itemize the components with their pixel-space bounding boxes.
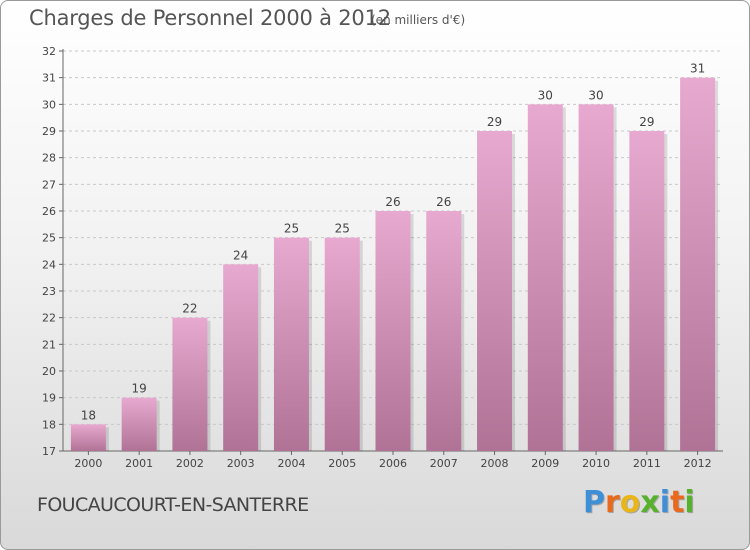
x-tick-label: 2009 <box>531 457 559 470</box>
bar <box>324 237 360 451</box>
value-label: 25 <box>284 222 299 236</box>
y-tick-label: 22 <box>42 312 56 325</box>
y-tick-label: 30 <box>42 98 56 111</box>
bar <box>375 211 411 451</box>
value-labels: 18 19 22 24 25 25 26 26 29 30 30 29 31 <box>81 62 706 423</box>
value-label: 30 <box>538 88 553 102</box>
x-tick-label: 2010 <box>582 457 610 470</box>
y-tick-label: 21 <box>42 338 56 351</box>
x-tick-label: 2012 <box>684 457 712 470</box>
value-label: 30 <box>588 88 603 102</box>
logo-letter: P <box>583 485 605 520</box>
y-tick-label: 19 <box>42 392 56 405</box>
y-tick-label: 28 <box>42 152 56 165</box>
value-label: 26 <box>436 195 451 209</box>
bar <box>223 264 259 451</box>
x-tick-label: 2008 <box>481 457 509 470</box>
bar <box>70 424 106 451</box>
x-tick-label: 2002 <box>176 457 204 470</box>
logo-letter: r <box>605 485 620 520</box>
x-tick-label: 2003 <box>227 457 255 470</box>
logo-letter: t <box>670 485 685 520</box>
x-tick-label: 2011 <box>633 457 661 470</box>
y-tick-label: 24 <box>42 258 56 271</box>
value-label: 29 <box>639 115 654 129</box>
bar <box>121 397 157 451</box>
logo-letter: o <box>619 485 641 520</box>
bar <box>527 104 563 451</box>
logo-letter: i <box>684 485 695 520</box>
bars <box>70 77 719 452</box>
axes: 17 18 19 20 21 22 23 24 25 26 27 28 29 30 31 32 2000 2001… <box>42 45 723 470</box>
bar <box>172 317 208 451</box>
city-name: FOUCAUCOURT-EN-SANTERRE <box>37 494 309 516</box>
value-label: 26 <box>385 195 400 209</box>
value-label: 25 <box>335 222 350 236</box>
value-label: 24 <box>233 248 248 262</box>
value-label: 31 <box>690 62 705 76</box>
value-label: 18 <box>81 408 96 422</box>
bar <box>680 77 716 452</box>
y-tick-label: 25 <box>42 232 56 245</box>
y-tick-label: 26 <box>42 205 56 218</box>
logo-letter: i <box>659 485 671 520</box>
y-tick-label: 29 <box>42 125 56 138</box>
y-tick-label: 32 <box>42 45 56 58</box>
logo-letter: x <box>640 485 660 520</box>
y-tick-label: 23 <box>42 285 56 298</box>
y-tick-label: 31 <box>42 72 56 85</box>
bar <box>578 104 614 451</box>
y-tick-label: 27 <box>42 178 56 191</box>
bar <box>477 131 513 451</box>
value-label: 29 <box>487 115 502 129</box>
x-tick-label: 2004 <box>277 457 305 470</box>
y-tick-label: 18 <box>42 418 56 431</box>
chart-title: Charges de Personnel 2000 à 2012 <box>29 6 391 30</box>
x-tick-label: 2001 <box>125 457 153 470</box>
x-tick-label: 2000 <box>74 457 102 470</box>
bar <box>273 237 309 451</box>
bar <box>426 211 462 451</box>
proxiti-logo: Proxiti <box>583 485 695 520</box>
y-tick-label: 20 <box>42 365 56 378</box>
value-label: 19 <box>132 382 147 396</box>
value-label: 22 <box>182 302 197 316</box>
chart-subtitle: (en milliers d'€) <box>371 13 466 27</box>
bar <box>629 131 665 451</box>
x-tick-label: 2006 <box>379 457 407 470</box>
x-tick-label: 2007 <box>430 457 458 470</box>
y-tick-label: 17 <box>42 445 56 458</box>
x-tick-label: 2005 <box>328 457 356 470</box>
